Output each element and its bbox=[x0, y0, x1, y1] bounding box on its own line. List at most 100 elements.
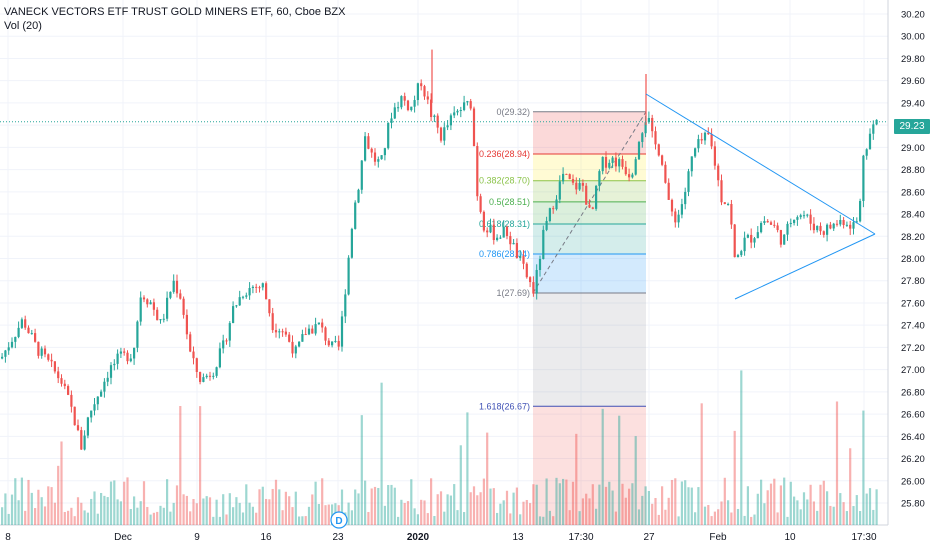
volume-bar bbox=[812, 501, 815, 525]
y-tick-label: 28.00 bbox=[901, 254, 925, 265]
volume-bar bbox=[17, 500, 20, 525]
volume-bar bbox=[532, 484, 535, 525]
volume-bar bbox=[835, 401, 839, 525]
fib-level-label: 0.786(28.04) bbox=[479, 249, 530, 259]
volume-bar bbox=[123, 481, 126, 525]
volume-bar bbox=[802, 492, 806, 525]
volume-bar bbox=[218, 516, 221, 525]
candle-body bbox=[311, 328, 314, 334]
volume-bar bbox=[1, 507, 4, 525]
volume-bar bbox=[189, 511, 192, 525]
candle-body bbox=[760, 222, 763, 233]
volume-bar bbox=[185, 495, 188, 525]
fib-zone bbox=[533, 154, 646, 181]
candle-body bbox=[261, 283, 264, 288]
volume-bar bbox=[100, 492, 103, 525]
volume-bar bbox=[370, 488, 373, 525]
volume-bar bbox=[680, 481, 683, 525]
volume-bar bbox=[852, 506, 855, 525]
volume-bar bbox=[723, 477, 726, 525]
candle-body bbox=[27, 327, 30, 334]
candle-body bbox=[133, 347, 136, 359]
candle-body bbox=[241, 296, 245, 298]
volume-bar bbox=[859, 511, 862, 525]
candle-body bbox=[4, 350, 7, 357]
candle-body bbox=[558, 181, 561, 200]
volume-bar bbox=[690, 487, 693, 525]
volume-indicator-label: Vol (20) bbox=[4, 20, 42, 32]
candle-body bbox=[664, 164, 667, 183]
candle-body bbox=[166, 297, 169, 319]
candle-body bbox=[430, 99, 433, 118]
candle-body bbox=[172, 280, 175, 292]
x-tick-label: 2020 bbox=[407, 532, 430, 543]
candle-body bbox=[624, 166, 627, 175]
volume-bar bbox=[684, 480, 687, 525]
y-tick-label: 30.20 bbox=[901, 10, 925, 21]
candle-body bbox=[373, 152, 377, 162]
candle-body bbox=[70, 394, 73, 407]
volume-bar bbox=[30, 492, 33, 525]
candle-body bbox=[248, 288, 251, 296]
volume-bar bbox=[799, 509, 802, 525]
candle-body bbox=[568, 174, 571, 180]
volume-bar bbox=[446, 494, 449, 525]
fib-level-label: 1(27.69) bbox=[496, 288, 530, 298]
candle-body bbox=[713, 146, 716, 166]
volume-bar bbox=[677, 516, 680, 525]
candle-body bbox=[294, 346, 297, 354]
volume-bar bbox=[106, 497, 109, 525]
volume-bar bbox=[720, 501, 723, 525]
candle-body bbox=[83, 435, 86, 450]
candle-body bbox=[707, 132, 710, 135]
volume-bar bbox=[232, 507, 235, 525]
volume-bar bbox=[849, 448, 852, 525]
volume-bar bbox=[50, 487, 53, 525]
volume-bar bbox=[433, 516, 436, 525]
volume-bar bbox=[535, 484, 538, 525]
candle-body bbox=[367, 136, 370, 149]
candle-body bbox=[809, 214, 812, 224]
volume-bar bbox=[611, 490, 614, 525]
volume-bar bbox=[317, 503, 320, 525]
volume-bar bbox=[83, 510, 86, 525]
volume-bar bbox=[274, 479, 278, 525]
candle-body bbox=[555, 199, 558, 210]
candle-body bbox=[268, 299, 271, 314]
x-tick-label: Dec bbox=[114, 532, 132, 543]
last-price-badge: 29.23 bbox=[894, 119, 930, 134]
candle-body bbox=[492, 224, 495, 241]
volume-bar bbox=[34, 508, 37, 525]
candle-body bbox=[690, 156, 693, 172]
candle-body bbox=[189, 334, 192, 352]
candle-body bbox=[486, 230, 489, 233]
volume-bar bbox=[119, 501, 122, 525]
volume-bar bbox=[476, 495, 479, 525]
volume-bar bbox=[463, 512, 466, 525]
candle-body bbox=[793, 219, 796, 223]
candle-body bbox=[397, 107, 400, 109]
volume-bar bbox=[179, 405, 182, 525]
volume-bar bbox=[753, 514, 756, 525]
candle-body bbox=[377, 159, 380, 162]
candle-body bbox=[406, 100, 410, 111]
volume-bar bbox=[192, 499, 195, 525]
volume-bar bbox=[456, 510, 459, 525]
volume-bar bbox=[661, 486, 664, 525]
volume-bar bbox=[842, 502, 845, 525]
volume-bar bbox=[875, 489, 878, 525]
candle-body bbox=[403, 96, 406, 101]
candle-body bbox=[571, 179, 575, 183]
volume-bar bbox=[397, 516, 400, 525]
candle-body bbox=[687, 171, 690, 192]
candle-body bbox=[674, 211, 677, 223]
volume-bar bbox=[664, 509, 667, 525]
candle-body bbox=[37, 341, 40, 356]
candle-body bbox=[1, 356, 4, 359]
candle-body bbox=[327, 340, 330, 346]
candle-body bbox=[535, 269, 538, 294]
y-tick-label: 28.80 bbox=[901, 165, 925, 176]
candle-body bbox=[684, 191, 687, 205]
